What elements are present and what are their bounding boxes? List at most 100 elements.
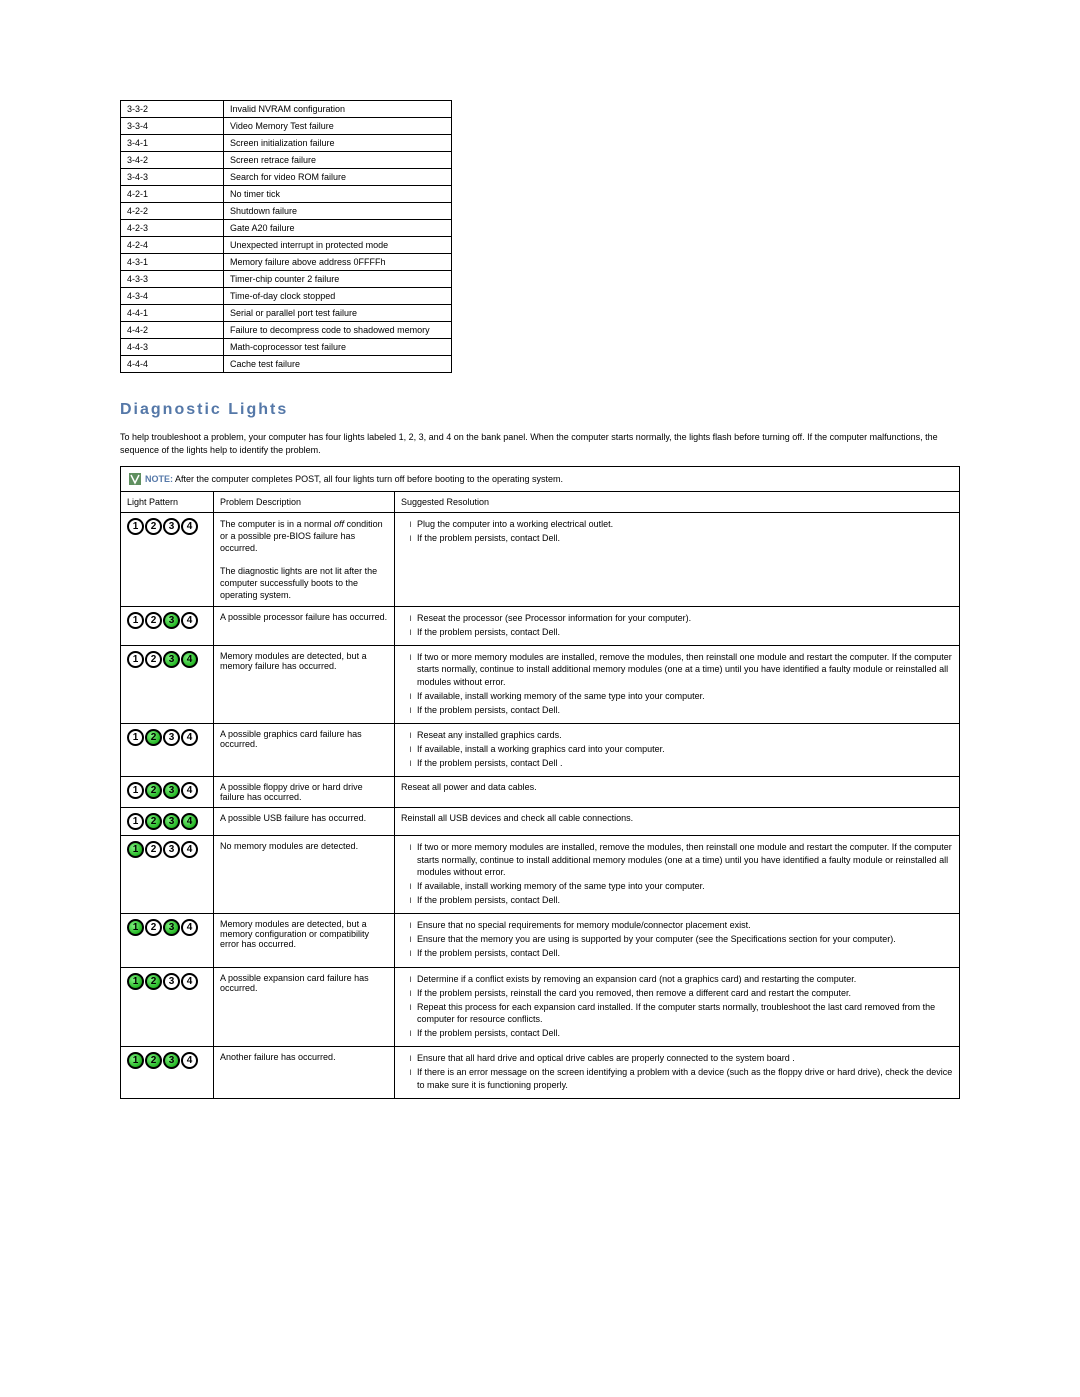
cell-pattern: 1234 [121, 777, 214, 808]
cell-pattern: 1234 [121, 513, 214, 607]
light-off-icon: 3 [163, 518, 180, 535]
cell-res: Reinstall all USB devices and check all … [395, 808, 960, 836]
beep-desc: Timer-chip counter 2 failure [224, 271, 452, 288]
light-pattern: 1234 [127, 612, 207, 629]
light-off-icon: 4 [181, 612, 198, 629]
cell-desc: A possible USB failure has occurred. [214, 808, 395, 836]
header-desc: Problem Description [214, 492, 395, 513]
cell-res: Ensure that all hard drive and optical d… [395, 1047, 960, 1098]
beep-code-row: 4-2-2Shutdown failure [121, 203, 452, 220]
light-off-icon: 3 [163, 841, 180, 858]
cell-pattern: 1234 [121, 836, 214, 914]
header-pattern: Light Pattern [121, 492, 214, 513]
beep-code-row: 3-4-2Screen retrace failure [121, 152, 452, 169]
cell-res: If two or more memory modules are instal… [395, 836, 960, 914]
light-off-icon: 2 [145, 919, 162, 936]
light-pattern: 1234 [127, 813, 207, 830]
diagnostic-lights-table: Light Pattern Problem Description Sugges… [120, 491, 960, 1099]
beep-code: 3-4-3 [121, 169, 224, 186]
light-on-icon: 2 [145, 973, 162, 990]
cell-pattern: 1234 [121, 1047, 214, 1098]
beep-code: 4-4-4 [121, 356, 224, 373]
light-pattern: 1234 [127, 973, 207, 990]
beep-desc: Screen retrace failure [224, 152, 452, 169]
beep-code-row: 4-2-1No timer tick [121, 186, 452, 203]
beep-code-row: 4-3-3Timer-chip counter 2 failure [121, 271, 452, 288]
beep-code: 4-3-4 [121, 288, 224, 305]
beep-code: 4-3-1 [121, 254, 224, 271]
beep-code-row: 4-4-3Math-coprocessor test failure [121, 339, 452, 356]
resolution-item: Repeat this process for each expansion c… [417, 1001, 953, 1025]
beep-desc: Invalid NVRAM configuration [224, 101, 452, 118]
cell-desc: A possible expansion card failure has oc… [214, 967, 395, 1047]
light-on-icon: 1 [127, 919, 144, 936]
cell-pattern: 1234 [121, 808, 214, 836]
resolution-item: If the problem persists, contact Dell. [417, 626, 953, 638]
light-on-icon: 3 [163, 1052, 180, 1069]
resolution-item: If available, install working memory of … [417, 880, 953, 892]
beep-code: 3-4-2 [121, 152, 224, 169]
diag-row: 1234A possible graphics card failure has… [121, 724, 960, 777]
beep-desc: Cache test failure [224, 356, 452, 373]
diag-row: 1234No memory modules are detected.If tw… [121, 836, 960, 914]
resolution-item: If the problem persists, contact Dell. [417, 1027, 953, 1039]
beep-desc: Shutdown failure [224, 203, 452, 220]
cell-desc: A possible processor failure has occurre… [214, 607, 395, 646]
cell-desc: Memory modules are detected, but a memor… [214, 914, 395, 967]
light-off-icon: 4 [181, 729, 198, 746]
beep-code: 4-2-2 [121, 203, 224, 220]
light-off-icon: 1 [127, 651, 144, 668]
cell-pattern: 1234 [121, 967, 214, 1047]
beep-code-row: 4-4-2Failure to decompress code to shado… [121, 322, 452, 339]
beep-code: 4-2-3 [121, 220, 224, 237]
light-pattern: 1234 [127, 651, 207, 668]
note-label: NOTE: [145, 474, 173, 484]
beep-code-row: 3-4-1Screen initialization failure [121, 135, 452, 152]
beep-desc: No timer tick [224, 186, 452, 203]
resolution-item: If available, install a working graphics… [417, 743, 953, 755]
diag-row: 1234Another failure has occurred. Ensure … [121, 1047, 960, 1098]
light-on-icon: 3 [163, 651, 180, 668]
note-icon [129, 473, 141, 485]
resolution-item: If two or more memory modules are instal… [417, 841, 953, 877]
beep-desc: Screen initialization failure [224, 135, 452, 152]
cell-desc: A possible floppy drive or hard drive fa… [214, 777, 395, 808]
light-pattern: 1234 [127, 919, 207, 936]
light-off-icon: 4 [181, 782, 198, 799]
beep-code-row: 3-3-2Invalid NVRAM configuration [121, 101, 452, 118]
cell-pattern: 1234 [121, 607, 214, 646]
light-on-icon: 4 [181, 813, 198, 830]
cell-res: If two or more memory modules are instal… [395, 646, 960, 724]
light-off-icon: 1 [127, 729, 144, 746]
cell-desc: Memory modules are detected, but a memor… [214, 646, 395, 724]
resolution-item: Ensure that the memory you are using is … [417, 933, 953, 945]
resolution-item: Ensure that all hard drive and optical d… [417, 1052, 953, 1064]
beep-code-row: 4-2-4Unexpected interrupt in protected m… [121, 237, 452, 254]
cell-desc: The computer is in a normal off conditio… [214, 513, 395, 607]
resolution-item: If the problem persists, contact Dell. [417, 704, 953, 716]
light-on-icon: 2 [145, 1052, 162, 1069]
cell-desc: Another failure has occurred. [214, 1047, 395, 1098]
light-pattern: 1234 [127, 841, 207, 858]
beep-desc: Failure to decompress code to shadowed m… [224, 322, 452, 339]
resolution-item: Reseat the processor (see Processor info… [417, 612, 953, 624]
light-off-icon: 4 [181, 1052, 198, 1069]
light-off-icon: 3 [163, 973, 180, 990]
light-off-icon: 2 [145, 841, 162, 858]
beep-code: 3-3-4 [121, 118, 224, 135]
light-on-icon: 1 [127, 841, 144, 858]
light-off-icon: 4 [181, 841, 198, 858]
cell-res: Reseat the processor (see Processor info… [395, 607, 960, 646]
beep-codes-table: 3-3-2Invalid NVRAM configuration3-3-4Vid… [120, 100, 452, 373]
light-off-icon: 2 [145, 651, 162, 668]
light-on-icon: 3 [163, 919, 180, 936]
cell-res: Reseat any installed graphics cards.If a… [395, 724, 960, 777]
beep-code-row: 4-3-4Time-of-day clock stopped [121, 288, 452, 305]
resolution-item: Ensure that no special requirements for … [417, 919, 953, 931]
light-on-icon: 2 [145, 782, 162, 799]
diag-header-row: Light Pattern Problem Description Sugges… [121, 492, 960, 513]
beep-desc: Search for video ROM failure [224, 169, 452, 186]
beep-code-row: 4-4-1Serial or parallel port test failur… [121, 305, 452, 322]
resolution-item: If the problem persists, contact Dell . [417, 757, 953, 769]
cell-pattern: 1234 [121, 724, 214, 777]
